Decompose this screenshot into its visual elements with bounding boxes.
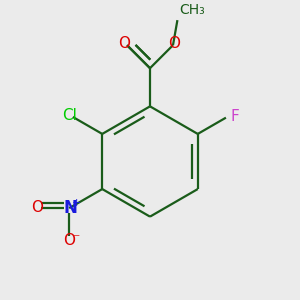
Text: O: O [118,36,130,51]
Text: +: + [72,198,82,208]
Text: F: F [230,109,239,124]
Text: O: O [63,232,75,247]
Text: Cl: Cl [63,108,77,123]
Text: O: O [31,200,43,215]
Text: ⁻: ⁻ [72,232,79,246]
Text: O: O [168,36,180,51]
Text: N: N [64,199,77,217]
Text: CH₃: CH₃ [179,3,205,17]
